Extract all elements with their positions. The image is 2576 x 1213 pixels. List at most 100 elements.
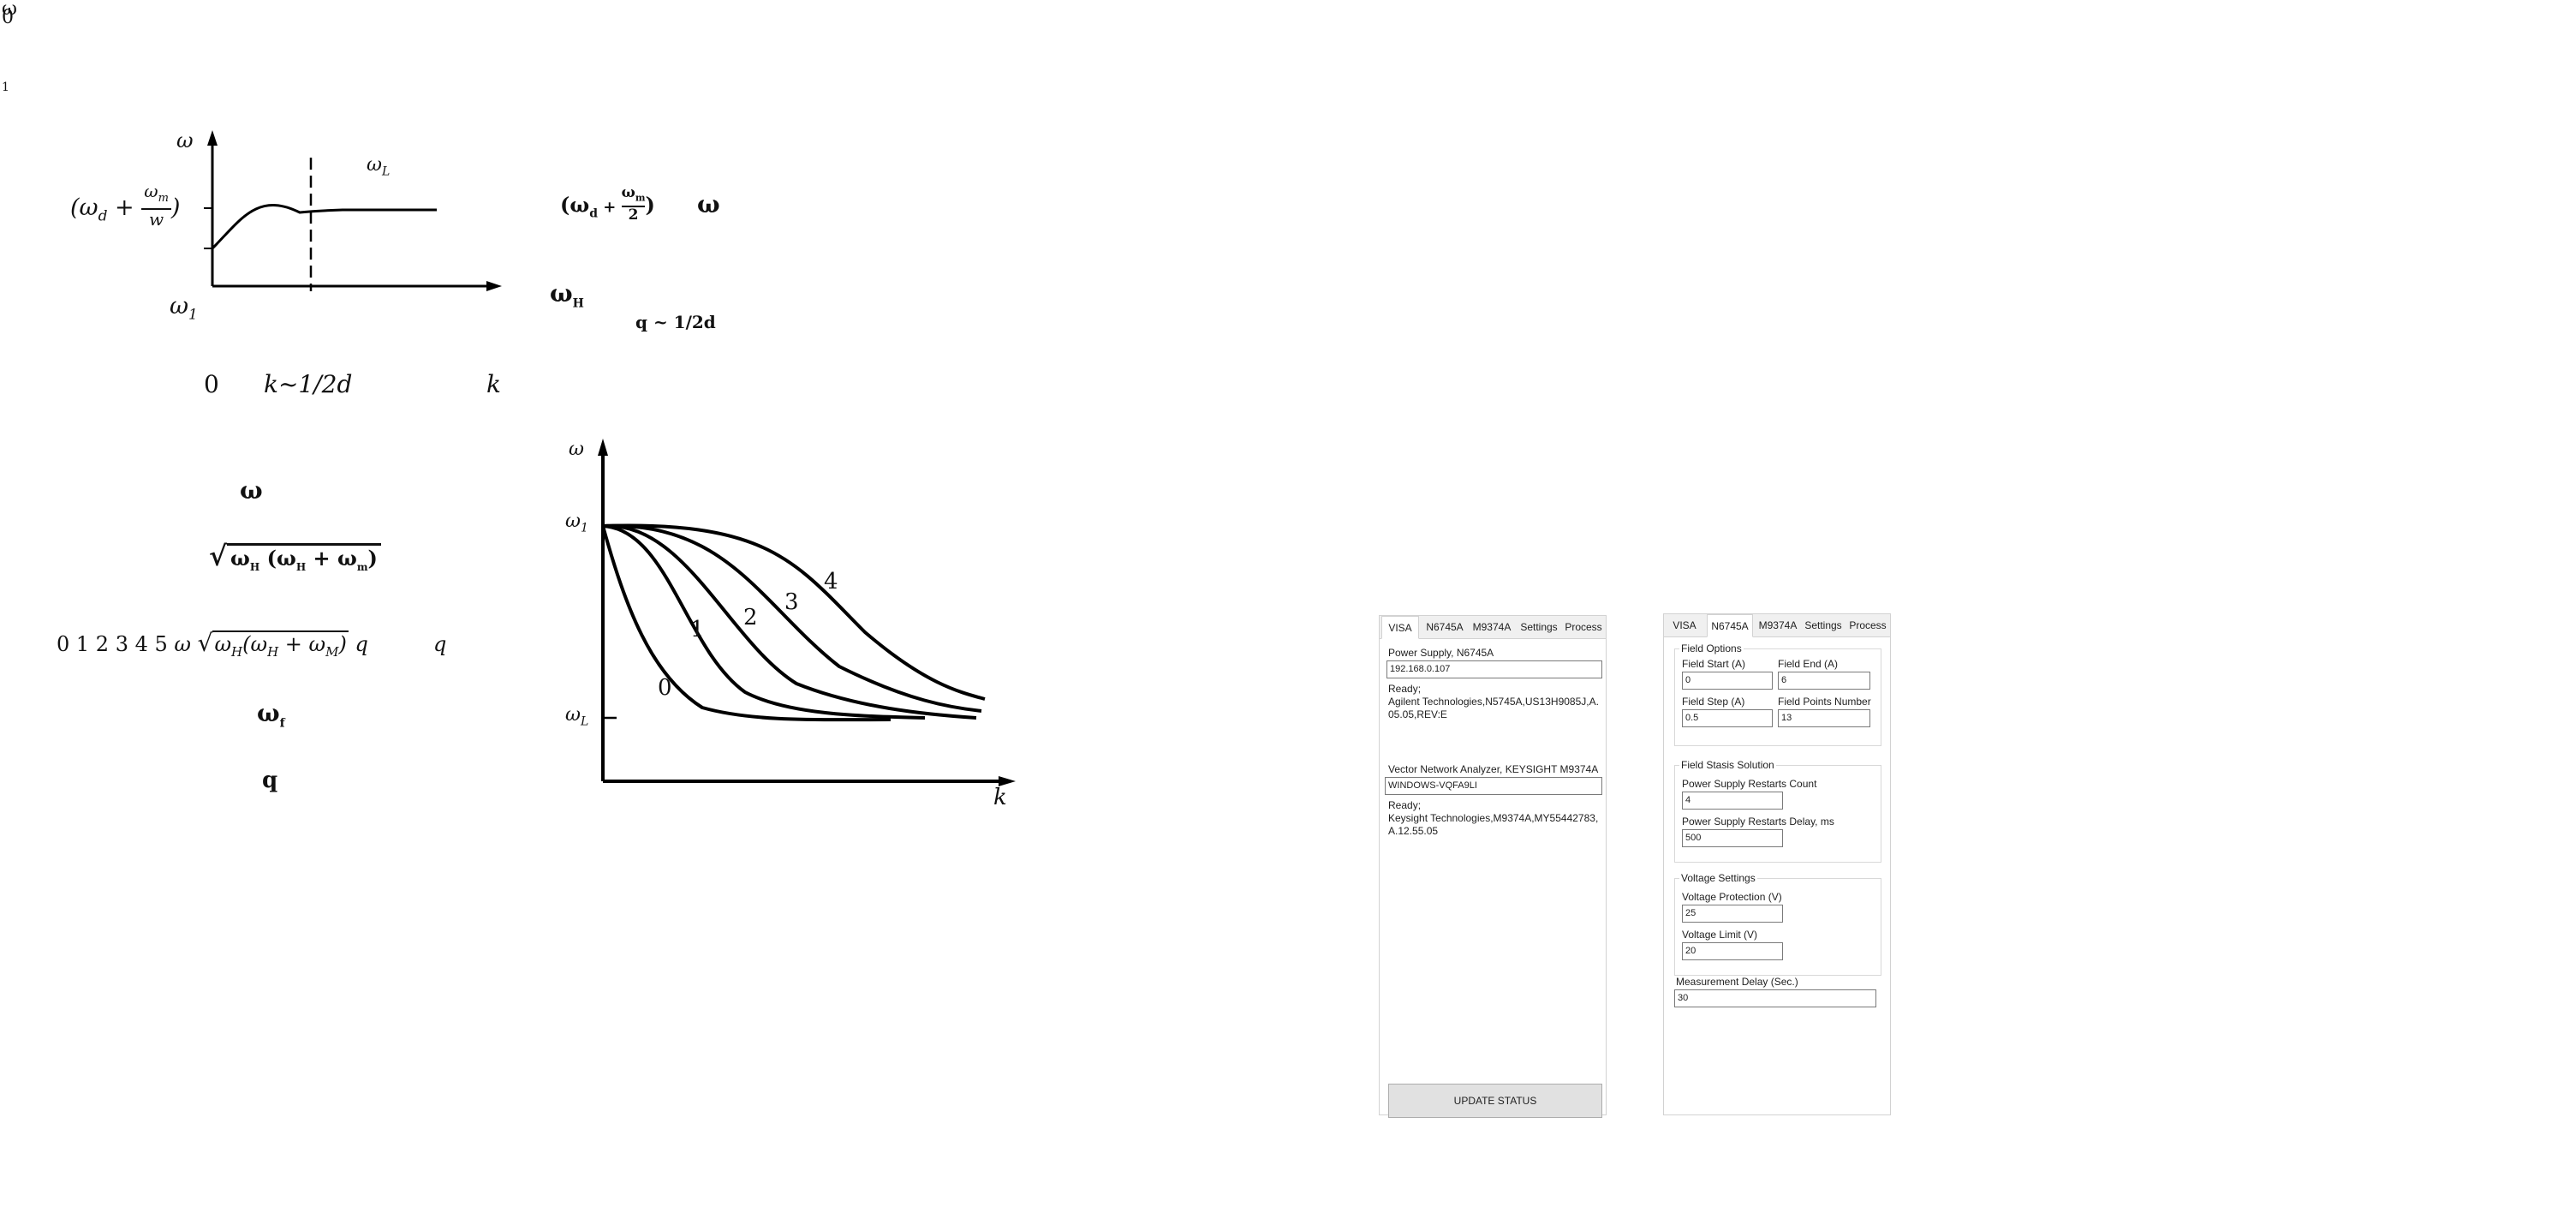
left-line-q: q (355, 632, 368, 656)
tab-m9374a[interactable]: M9374A (1472, 621, 1512, 633)
left-sqrt-c-sub: m (356, 560, 368, 573)
side-expr-numerator: ωm (621, 184, 646, 208)
tab-visa[interactable]: VISA (1381, 616, 1419, 639)
restarts-delay-label: Power Supply Restarts Delay, ms (1682, 816, 1834, 828)
figure1-y-axis-label: ω (176, 128, 194, 152)
y-high-numerator: ωm (141, 182, 171, 210)
figure2-y-top-omega: ω (565, 511, 581, 532)
tab-n6745a[interactable]: N6745A (1426, 621, 1464, 633)
figure2-curve-0 (601, 525, 891, 722)
header-number: 1 (2, 81, 9, 94)
voltage-protection-input[interactable]: 25 (1682, 905, 1783, 923)
left-line-sqrt-c-sub: M (325, 643, 339, 660)
curve-label-omega: ω (367, 154, 382, 176)
y-high-sub: d (98, 207, 108, 225)
field-step-input[interactable]: 0.5 (1682, 709, 1773, 727)
tab-m9374a[interactable]: M9374A (1758, 619, 1798, 631)
figure1-x-mark: k~1/2d (264, 370, 353, 398)
left-line-q2: q (433, 632, 447, 656)
update-status-button[interactable]: UPDATE STATUS (1388, 1084, 1602, 1118)
side-mid-omega-sub: H (572, 296, 584, 311)
figure2-curve-label-1: 1 (690, 617, 705, 642)
left-line-sqrt-d: ) (338, 632, 347, 656)
y-high-num: ω (144, 181, 158, 201)
restarts-count-label: Power Supply Restarts Count (1682, 778, 1817, 790)
tab-visa[interactable]: VISA (1673, 619, 1696, 631)
measurement-delay-label: Measurement Delay (Sec.) (1676, 976, 1798, 988)
figure2-y-bottom-label: ωL (565, 704, 588, 728)
power-supply-label: Power Supply, N6745A (1388, 647, 1494, 659)
measurement-delay-input[interactable]: 30 (1674, 989, 1876, 1007)
side-top-omega: ω (697, 190, 720, 218)
voltage-limit-label: Voltage Limit (V) (1682, 929, 1758, 941)
side-expr-denominator: 2 (628, 206, 639, 224)
field-options-group: Field Options Field Start (A) 0 Field En… (1674, 642, 1881, 746)
left-sqrt-a-sub: H (249, 560, 260, 573)
left-digit-line: 0 1 2 3 4 5 ω √ωH(ωH + ωM) q (57, 629, 368, 660)
side-q-relation: q ~ 1/2d (635, 312, 716, 332)
power-supply-address-field[interactable]: 192.168.0.107 (1386, 660, 1602, 678)
y-high-fraction: ωm w (141, 182, 171, 229)
left-sqrt-a: ω (230, 546, 250, 571)
left-line-sqrt-sign: √ (197, 629, 213, 657)
field-points-label: Field Points Number (1778, 696, 1871, 708)
field-options-title: Field Options (1679, 642, 1744, 654)
field-start-input[interactable]: 0 (1682, 672, 1773, 690)
left-line-sqrt-body: ωH(ωH + ωM) (212, 630, 349, 660)
figure2-curve-1 (602, 524, 926, 720)
left-line-sqrt-c: + ω (278, 632, 326, 656)
left-sqrt-expression: √ ωH (ωH + ωm) (209, 540, 381, 573)
side-expr-fraction: ωm 2 (621, 184, 646, 224)
left-line-omega: ω (174, 632, 191, 656)
figure2-curve-3 (602, 523, 982, 713)
field-end-input[interactable]: 6 (1778, 672, 1870, 690)
figure2-y-axis-label: ω (569, 439, 584, 460)
side-top-expression: (ωd + ωm 2 ) (560, 185, 655, 223)
figure1-curve-label: ωL (367, 154, 390, 178)
left-omega-f: ωf (257, 699, 285, 731)
field-points-input[interactable]: 13 (1778, 709, 1870, 727)
left-digits: 0 1 2 3 4 5 (57, 632, 168, 656)
tab-settings[interactable]: Settings (1520, 621, 1558, 633)
header-glyph-omega: ω (2, 0, 17, 20)
vna-label: Vector Network Analyzer, KEYSIGHT M9374A (1388, 763, 1599, 775)
y-low-omega: ω (170, 293, 189, 320)
vna-status: Ready; (1388, 799, 1422, 811)
left-q-alone: q (262, 768, 278, 793)
figure1-y-high-label: (ωd + ωm w ) (70, 182, 181, 229)
left-omega-f-sub: f (279, 716, 285, 731)
voltage-limit-input[interactable]: 20 (1682, 942, 1783, 960)
restarts-delay-input[interactable]: 500 (1682, 829, 1783, 847)
field-stasis-title: Field Stasis Solution (1679, 759, 1776, 771)
figure2-curve-label-2: 2 (743, 605, 758, 630)
figure2-y-arrow (598, 439, 608, 456)
figure2-curve-label-0: 0 (658, 675, 672, 701)
left-omega-f-symbol: ω (257, 699, 280, 727)
voltage-settings-group: Voltage Settings Voltage Protection (V) … (1674, 872, 1881, 976)
figure2-y-top-label: ω1 (565, 511, 588, 535)
figure2-curve-4 (602, 523, 986, 701)
figure2-x-axis-label: k (993, 785, 1007, 810)
side-expr-num-sub: m (635, 192, 646, 204)
side-expr-num: ω (621, 184, 635, 201)
tab-settings[interactable]: Settings (1804, 619, 1842, 631)
y-high-denominator: w (149, 209, 164, 230)
power-supply-status: Ready; (1388, 683, 1422, 695)
figure1-x-axis-label: k (486, 370, 501, 398)
left-line-sqrt-a: ω (214, 632, 232, 656)
left-sqrt-c: + ω (306, 546, 357, 571)
side-expr-c: ) (645, 192, 655, 218)
restarts-count-input[interactable]: 4 (1682, 792, 1783, 810)
y-high-suffix: ) (170, 194, 181, 221)
figure1-plot (204, 130, 502, 291)
left-line-sqrt-a-sub: H (231, 643, 243, 660)
tab-process[interactable]: Process (1849, 619, 1887, 631)
tab-n6745a[interactable]: N6745A (1707, 614, 1753, 637)
figure2-x-arrow (999, 776, 1016, 786)
voltage-settings-title: Voltage Settings (1679, 872, 1757, 884)
vna-address-field[interactable]: WINDOWS-VQFA9LI (1385, 777, 1602, 795)
y-high-prefix: (ω (70, 194, 98, 221)
left-sqrt-d: ) (367, 546, 378, 571)
tab-process[interactable]: Process (1565, 621, 1602, 633)
voltage-protection-label: Voltage Protection (V) (1682, 891, 1782, 903)
